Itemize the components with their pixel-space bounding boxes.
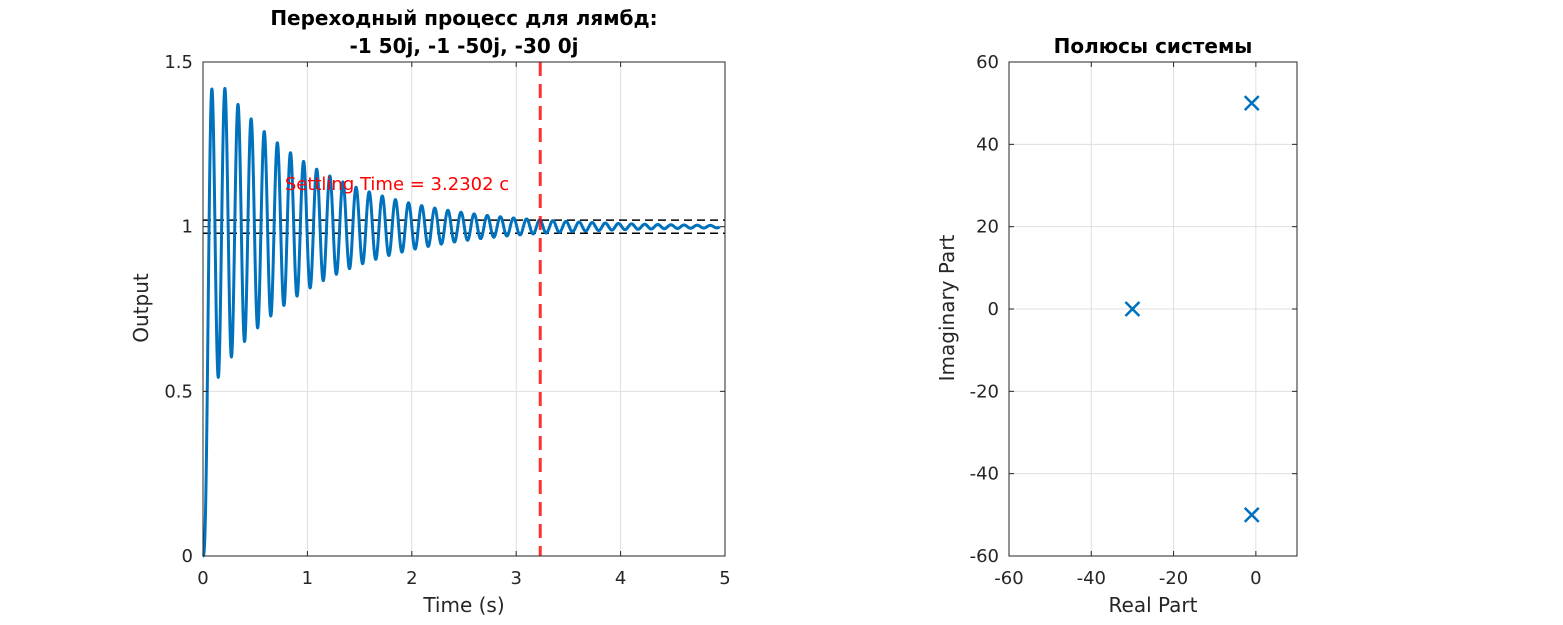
x-tick-label: -40 [1077,568,1106,589]
y-tick-label: 60 [976,52,999,73]
pole-marker [1243,506,1260,523]
y-tick-label: 0 [182,546,193,567]
x-tick-label: 1 [302,568,313,589]
axes-frame [202,61,726,557]
pole-marker [1124,301,1141,317]
pole-marker-stroke [1243,506,1260,523]
x-tick-label: 4 [615,568,626,589]
y-tick-label: 0 [988,299,999,320]
axes-frame [1008,61,1298,557]
step-chart-subtitle: -1 50j, -1 -50j, -30 0j [349,34,578,58]
step-response-chart: 0 1 2 3 4 5 0 0.5 1 1.5 Settling Time = 3.2302 c… [129,6,731,617]
poles-chart: -60 -40 -20 0 -60 -40 -20 0 20 40 60 Полюсы систе… [935,34,1298,617]
poles-chart-title: Полюсы системы [1054,34,1253,58]
x-tick-label: 3 [510,568,521,589]
pole-x-axis-label: Real Part [1109,593,1198,617]
step-response-line [201,86,722,558]
settling-time-annotation: Settling Time = 3.2302 c [285,174,509,195]
pole-marker-stroke [1243,95,1260,112]
y-tick-label: -60 [970,546,999,567]
y-tick-label: 20 [976,217,999,238]
x-tick-label: 2 [406,568,417,589]
y-tick-label: 1.5 [164,52,193,73]
step-chart-title: Переходный процесс для лямбд: [270,6,657,30]
x-tick-label: -60 [994,568,1023,589]
y-tick-label: -40 [970,464,999,485]
x-tick-label: 0 [1250,568,1261,589]
step-x-axis-label: Time (s) [422,593,504,617]
x-tick-label: 0 [197,568,208,589]
step-x-tick-labels: 0 1 2 3 4 5 [197,568,730,589]
step-y-tick-labels: 0 0.5 1 1.5 [164,52,193,567]
y-tick-label: 1 [182,217,193,238]
pole-marker [1243,95,1260,112]
pole-markers [1124,95,1260,523]
step-y-axis-label: Output [129,273,153,343]
pole-y-axis-label: Imaginary Part [935,234,959,381]
pole-marker-stroke [1124,301,1141,317]
x-tick-label: 5 [719,568,730,589]
pole-axes-box [1008,61,1298,557]
x-tick-label: -20 [1159,568,1188,589]
step-response-series [201,86,722,558]
y-tick-label: 0.5 [164,381,193,402]
step-axes-box [202,61,726,557]
pole-y-tick-labels: -60 -40 -20 0 20 40 60 [970,52,999,567]
y-tick-label: 40 [976,134,999,155]
y-tick-label: -20 [970,381,999,402]
pole-x-tick-labels: -60 -40 -20 0 [994,568,1261,589]
